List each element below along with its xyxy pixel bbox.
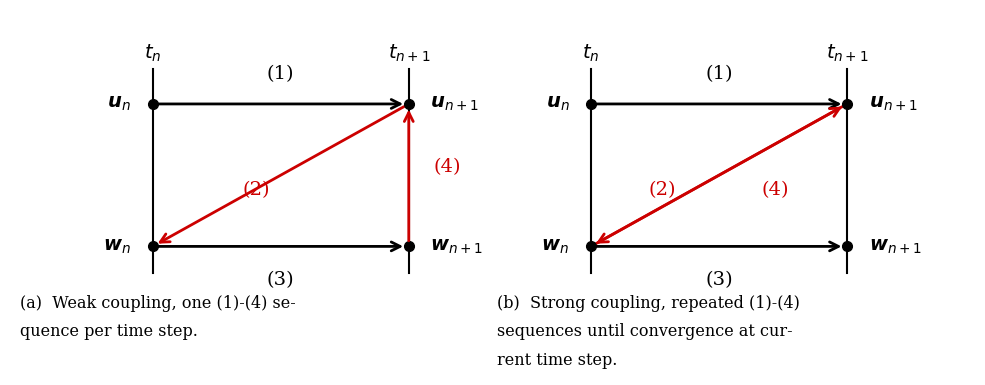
Text: $\boldsymbol{w}_n$: $\boldsymbol{w}_n$ (103, 237, 131, 256)
Text: sequences until convergence at cur-: sequences until convergence at cur- (497, 323, 793, 340)
Text: (4): (4) (433, 159, 461, 176)
Text: rent time step.: rent time step. (497, 352, 618, 369)
Text: (3): (3) (267, 271, 295, 290)
Text: (3): (3) (705, 271, 733, 290)
Text: (2): (2) (649, 182, 677, 199)
Text: $t_{n+1}$: $t_{n+1}$ (387, 42, 430, 64)
Text: $t_n$: $t_n$ (144, 42, 162, 64)
Text: $\boldsymbol{u}_n$: $\boldsymbol{u}_n$ (107, 95, 131, 113)
Text: $\boldsymbol{w}_n$: $\boldsymbol{w}_n$ (542, 237, 569, 256)
Text: (1): (1) (705, 65, 733, 83)
Text: (4): (4) (761, 182, 789, 199)
Text: (2): (2) (242, 182, 270, 199)
Text: (1): (1) (267, 65, 295, 83)
Text: $\boldsymbol{u}_n$: $\boldsymbol{u}_n$ (546, 95, 569, 113)
Text: $\boldsymbol{w}_{n+1}$: $\boldsymbol{w}_{n+1}$ (430, 237, 484, 256)
Text: (b)  Strong coupling, repeated (1)-(4): (b) Strong coupling, repeated (1)-(4) (497, 295, 800, 311)
Text: $\boldsymbol{w}_{n+1}$: $\boldsymbol{w}_{n+1}$ (869, 237, 922, 256)
Text: $t_n$: $t_n$ (582, 42, 600, 64)
Text: (a)  Weak coupling, one (1)-(4) se-: (a) Weak coupling, one (1)-(4) se- (20, 295, 295, 311)
Text: quence per time step.: quence per time step. (20, 323, 198, 340)
Text: $t_{n+1}$: $t_{n+1}$ (825, 42, 869, 64)
Text: $\boldsymbol{u}_{n+1}$: $\boldsymbol{u}_{n+1}$ (430, 95, 480, 113)
Text: $\boldsymbol{u}_{n+1}$: $\boldsymbol{u}_{n+1}$ (869, 95, 918, 113)
